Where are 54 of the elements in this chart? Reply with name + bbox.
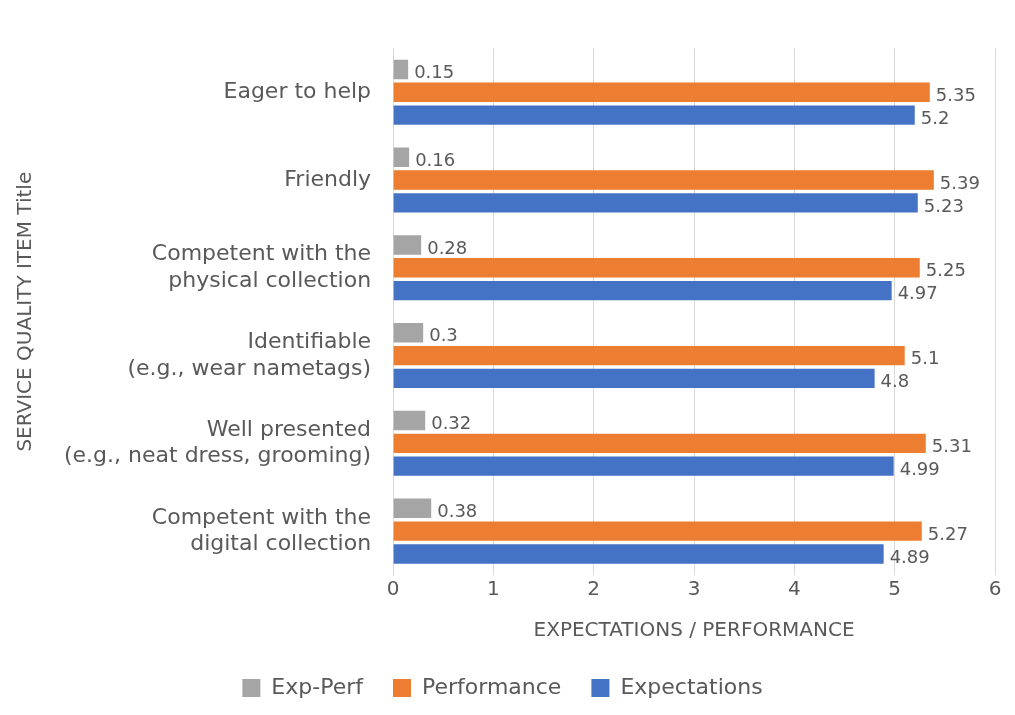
data-label: 0.38 bbox=[437, 499, 478, 521]
bar bbox=[393, 368, 875, 389]
bar bbox=[393, 280, 892, 301]
bar bbox=[393, 498, 432, 518]
data-label: 0.16 bbox=[415, 148, 456, 170]
data-label: 5.27 bbox=[927, 522, 968, 544]
bar bbox=[393, 433, 926, 454]
bar bbox=[393, 456, 894, 476]
y-axis-title: SERVICE QUALITY ITEM Title bbox=[12, 171, 37, 452]
x-tick-label: 2 bbox=[587, 576, 601, 601]
x-tick-label: 0 bbox=[386, 576, 400, 601]
y-tick-label: Identifiable (e.g., wear nametags) bbox=[127, 328, 372, 380]
bar bbox=[393, 345, 905, 366]
data-label: 5.31 bbox=[931, 435, 972, 457]
y-tick-label: Well presented (e.g., neat dress, grooming) bbox=[63, 415, 372, 468]
data-label: 5.1 bbox=[910, 347, 940, 369]
data-label: 4.97 bbox=[897, 282, 938, 304]
x-tick-label: 6 bbox=[988, 576, 1002, 601]
data-label: 0.3 bbox=[429, 324, 458, 346]
bar bbox=[393, 410, 426, 431]
y-tick-label: Eager to help bbox=[223, 78, 372, 103]
data-label: 5.23 bbox=[923, 194, 964, 216]
x-tick-label: 5 bbox=[888, 576, 902, 601]
data-label: 5.25 bbox=[925, 259, 966, 281]
bar bbox=[393, 544, 884, 564]
x-tick-label: 3 bbox=[687, 576, 701, 601]
bar bbox=[393, 193, 918, 213]
y-tick-label: Friendly bbox=[284, 165, 372, 191]
bar bbox=[393, 105, 915, 125]
x-tick-label: 1 bbox=[487, 576, 500, 601]
bar bbox=[393, 82, 930, 102]
data-label: 5.39 bbox=[939, 171, 980, 193]
bar bbox=[393, 323, 424, 343]
data-label: 0.28 bbox=[427, 236, 468, 258]
bar bbox=[393, 59, 409, 80]
data-label: 5.2 bbox=[920, 106, 950, 128]
data-label: 4.8 bbox=[880, 370, 910, 392]
x-tick-label: 4 bbox=[788, 576, 801, 601]
bar bbox=[393, 235, 422, 255]
data-label: 0.32 bbox=[431, 412, 472, 434]
legend-label: Expectations bbox=[620, 673, 763, 699]
data-label: 4.89 bbox=[889, 545, 930, 567]
y-tick-label: Competent with the physical collection bbox=[151, 240, 372, 292]
x-axis-title: EXPECTATIONS / PERFORMANCE bbox=[533, 617, 855, 642]
legend-label: Performance bbox=[422, 673, 562, 699]
data-label: 4.99 bbox=[899, 457, 940, 479]
data-label: 0.15 bbox=[414, 61, 455, 83]
data-label: 5.35 bbox=[935, 83, 976, 105]
bar bbox=[393, 170, 934, 190]
legend-label: Exp-Perf bbox=[271, 673, 365, 699]
bar bbox=[393, 147, 410, 167]
bar bbox=[393, 521, 922, 541]
bar bbox=[393, 258, 920, 278]
y-tick-label: Competent with the digital collection bbox=[151, 503, 372, 556]
